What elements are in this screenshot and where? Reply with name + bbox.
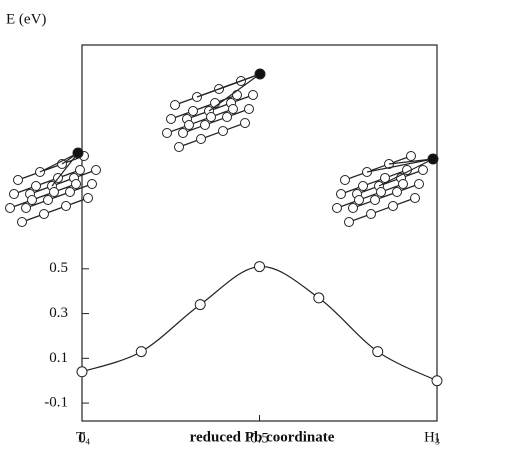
x-tick-label: 0: [78, 430, 86, 446]
bond: [336, 183, 404, 209]
atom: [166, 114, 176, 124]
data-point: [431, 375, 443, 387]
bond: [208, 73, 261, 112]
atom: [344, 217, 354, 227]
data-point: [76, 366, 88, 378]
atom: [65, 187, 75, 197]
data-point: [135, 346, 147, 358]
atomic-structures: [5, 68, 439, 227]
data-point: [313, 292, 325, 304]
atom: [206, 112, 216, 122]
atom: [188, 106, 198, 116]
bond: [166, 108, 234, 134]
atom: [376, 187, 386, 197]
atom: [244, 104, 254, 114]
atom: [83, 193, 93, 203]
atom: [410, 193, 420, 203]
atom: [178, 128, 188, 138]
y-tick-label: 0.3: [49, 305, 68, 321]
atom: [248, 90, 258, 100]
atom: [406, 151, 416, 161]
bond: [39, 152, 79, 173]
atom: [240, 118, 250, 128]
bond: [178, 122, 246, 148]
bond: [13, 169, 81, 195]
atom: [49, 187, 59, 197]
atom: [414, 179, 424, 189]
data-point: [372, 346, 384, 358]
atom: [358, 181, 368, 191]
atom: [370, 195, 380, 205]
y-tick-label: 0.5: [49, 260, 68, 276]
atom: [71, 179, 81, 189]
bond: [344, 155, 412, 181]
bond: [356, 169, 424, 195]
atom: [61, 201, 71, 211]
curve: [81, 265, 438, 382]
bond: [51, 152, 79, 187]
pb-atom: [427, 153, 439, 165]
x-tick-label: 0.5: [250, 430, 269, 446]
bond: [29, 169, 97, 195]
bond: [352, 183, 420, 209]
atom: [418, 165, 428, 175]
atom: [332, 203, 342, 213]
atom: [398, 179, 408, 189]
atom: [392, 187, 402, 197]
atom: [5, 203, 15, 213]
y-tick-label: 0.1: [49, 350, 68, 366]
atom: [200, 120, 210, 130]
atom: [43, 195, 53, 205]
atom: [75, 165, 85, 175]
bond: [378, 158, 434, 187]
atom: [91, 165, 101, 175]
bond: [186, 94, 254, 120]
atom: [39, 209, 49, 219]
plot-frame: [81, 44, 438, 422]
atom: [354, 195, 364, 205]
atom: [196, 134, 206, 144]
annotation: H₃: [424, 429, 440, 445]
atom: [162, 128, 172, 138]
atom: [27, 195, 37, 205]
y-axis-label: E (eV): [6, 11, 46, 27]
bond: [388, 158, 434, 165]
x-tick-label: 1: [433, 430, 441, 446]
atom: [348, 203, 358, 213]
bond: [340, 169, 408, 195]
bond: [25, 183, 93, 209]
y-tick-label: -0.1: [44, 395, 68, 411]
atom: [174, 142, 184, 152]
atom: [232, 90, 242, 100]
atom: [388, 201, 398, 211]
atom: [21, 203, 31, 213]
atom: [366, 209, 376, 219]
annotation: T₄: [76, 429, 90, 445]
bond: [366, 158, 434, 173]
bond: [182, 108, 250, 134]
bond: [218, 73, 261, 90]
atom: [31, 181, 41, 191]
atom: [17, 217, 27, 227]
pb-atom: [254, 68, 266, 80]
bond: [21, 197, 89, 223]
atom: [184, 120, 194, 130]
atom: [218, 126, 228, 136]
pb-atom: [72, 147, 84, 159]
bond: [348, 197, 416, 223]
atom: [340, 175, 350, 185]
atom: [9, 189, 19, 199]
atom: [336, 189, 346, 199]
atom: [228, 104, 238, 114]
atom: [87, 179, 97, 189]
data-point: [254, 261, 265, 273]
atom: [170, 100, 180, 110]
bond: [9, 183, 77, 209]
atom: [222, 112, 232, 122]
data-point: [194, 299, 206, 311]
x-axis-label: reduced Pb coordinate: [190, 429, 335, 445]
atom: [13, 175, 23, 185]
